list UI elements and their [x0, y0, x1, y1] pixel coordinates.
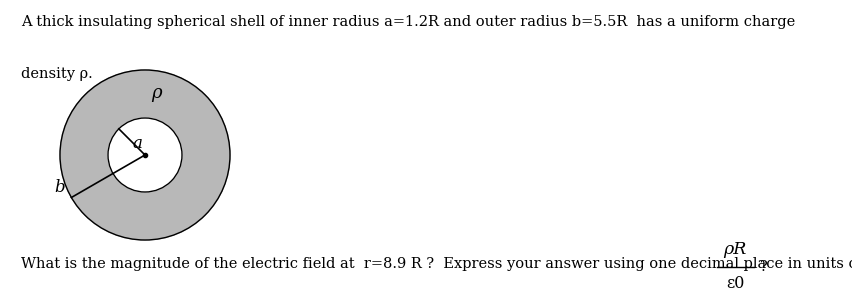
Text: a: a — [132, 135, 142, 152]
Text: b: b — [54, 179, 65, 196]
Text: ?: ? — [758, 260, 766, 274]
Text: ρR: ρR — [722, 241, 746, 258]
Text: ρ: ρ — [151, 84, 161, 102]
Text: A thick insulating spherical shell of inner radius a=1.2R and outer radius b=5.5: A thick insulating spherical shell of in… — [21, 15, 795, 29]
Circle shape — [60, 70, 230, 240]
Text: density ρ.: density ρ. — [21, 67, 93, 81]
Text: ε0: ε0 — [725, 275, 744, 292]
Text: What is the magnitude of the electric field at  r=8.9 R ?  Express your answer u: What is the magnitude of the electric fi… — [21, 257, 852, 271]
Circle shape — [108, 118, 181, 192]
